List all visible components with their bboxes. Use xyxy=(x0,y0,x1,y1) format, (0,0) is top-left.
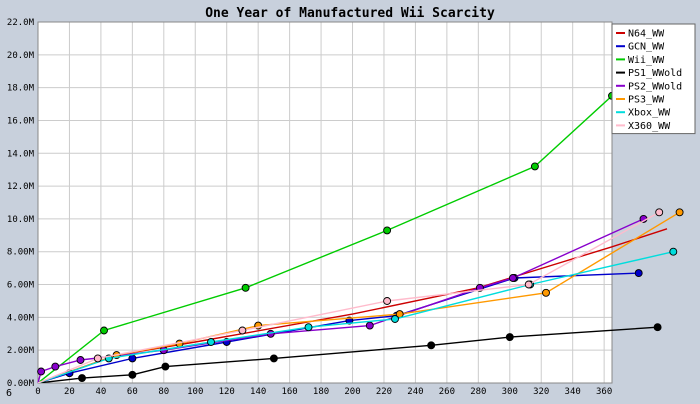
y-tick-label: 18.0M xyxy=(7,84,35,94)
data-point xyxy=(93,354,102,363)
x-tick-label: 100 xyxy=(187,387,203,397)
chart-title: One Year of Manufactured Wii Scarcity xyxy=(205,6,495,21)
y-tick-label: 4.00M xyxy=(7,313,35,323)
series-ps1-wwold xyxy=(37,323,662,383)
y-tick-label: 2.00M xyxy=(7,346,35,356)
series-line xyxy=(37,218,644,383)
x-tick-label: 360 xyxy=(596,387,612,397)
y-tick-label: 14.0M xyxy=(7,149,35,159)
data-point xyxy=(241,283,250,292)
legend-label: GCN_WW xyxy=(628,42,665,53)
data-point xyxy=(542,288,550,297)
x-tick-label: 140 xyxy=(250,387,266,397)
legend-label: PS2_WWold xyxy=(628,81,682,92)
data-point xyxy=(51,362,60,371)
data-point xyxy=(238,326,247,335)
data-point xyxy=(76,356,85,364)
series-line xyxy=(37,272,639,383)
data-point xyxy=(383,226,392,235)
y-tick-label: 22.0M xyxy=(7,18,35,28)
data-point xyxy=(391,315,399,323)
y-tick-label: 10.0M xyxy=(7,215,35,225)
legend-label: N64_WW xyxy=(628,29,665,40)
data-point xyxy=(128,370,137,379)
legend-label: Xbox_WW xyxy=(628,108,671,119)
legend-label: PS1_WWold xyxy=(628,68,682,79)
legend-label: PS3_WW xyxy=(628,95,665,106)
y-tick-label: 12.0M xyxy=(7,182,35,192)
data-point xyxy=(100,326,108,335)
legend-label: Wii_WW xyxy=(628,55,665,66)
data-point xyxy=(78,374,86,383)
data-point xyxy=(530,162,539,171)
y-tick-label: 16.0M xyxy=(7,116,35,126)
data-point xyxy=(365,321,374,330)
data-point xyxy=(653,323,662,332)
x-tick-label: 40 xyxy=(95,387,106,397)
data-point xyxy=(304,323,313,332)
data-point xyxy=(427,341,436,350)
data-point xyxy=(505,333,514,342)
x-tick-label: 320 xyxy=(533,387,549,397)
data-point xyxy=(37,367,46,376)
y-tick-label: 6.00M xyxy=(7,281,35,291)
plot-background xyxy=(38,22,612,383)
x-tick-label: 340 xyxy=(565,387,581,397)
series-layer xyxy=(37,83,684,383)
data-point xyxy=(128,354,137,363)
data-point xyxy=(508,274,517,282)
x-tick-label: 80 xyxy=(158,387,169,397)
x-tick-label: 240 xyxy=(407,387,423,397)
x-tick-label: 280 xyxy=(470,387,486,397)
legend-box xyxy=(611,23,696,135)
data-point xyxy=(383,297,392,305)
data-point xyxy=(161,362,170,371)
x-tick-label: 300 xyxy=(502,387,518,397)
x-tick-label: 180 xyxy=(313,387,329,397)
x-tick-label: 0 xyxy=(35,387,40,397)
data-point xyxy=(634,269,643,278)
data-point xyxy=(269,354,278,363)
series-line xyxy=(37,211,660,383)
x-tick-label: 220 xyxy=(376,387,392,397)
legend-label: X360_WW xyxy=(628,121,671,132)
x-tick-label: 260 xyxy=(439,387,455,397)
series-x360-ww xyxy=(37,208,664,383)
y-tick-label: 20.0M xyxy=(7,51,35,61)
x-tick-label: 60 xyxy=(127,387,138,397)
legend: N64_WW GCN_WW Wii_WW PS1_WWold PS2_WWold PS3_… xyxy=(611,23,696,135)
x-tick-label: 120 xyxy=(219,387,235,397)
data-point xyxy=(669,247,678,256)
corner-label: 6 xyxy=(6,388,12,399)
y-tick-label: 0.00M xyxy=(7,379,35,389)
data-point xyxy=(655,208,664,217)
y-tick-label: 8.00M xyxy=(7,248,35,258)
data-point xyxy=(524,280,533,289)
data-point xyxy=(675,208,684,217)
plot-area: 0.00M 2.00M 4.00M 6.00M 8.00M 10.0M 12.0M 14.0M… xyxy=(7,18,684,397)
x-tick-label: 160 xyxy=(281,387,297,397)
series-line xyxy=(37,326,658,383)
x-tick-label: 20 xyxy=(64,387,75,397)
x-tick-label: 200 xyxy=(344,387,360,397)
data-point xyxy=(207,338,215,346)
plot-frame xyxy=(37,21,613,384)
